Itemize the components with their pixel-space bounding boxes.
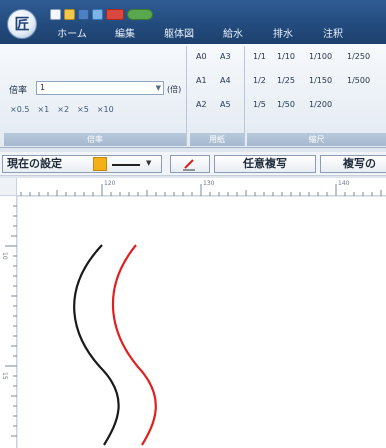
chevron-down-icon[interactable]: ▼ xyxy=(146,159,152,167)
scale-unit: (倍) xyxy=(167,85,182,94)
scale-group-caption: 倍率 xyxy=(4,133,186,146)
ruler-corner xyxy=(0,178,17,196)
scale-combobox[interactable]: 1 ▼ xyxy=(36,81,164,95)
scale-step-button[interactable]: ×0.5 xyxy=(10,105,30,114)
paper-group-caption: 用紙 xyxy=(190,133,244,146)
line-style-sample xyxy=(112,164,140,166)
redo-icon[interactable] xyxy=(127,8,153,20)
pitch-button[interactable]: 1/1 xyxy=(253,52,266,61)
ruler-vertical: 10 15 xyxy=(0,196,17,448)
pitch-button[interactable]: 1/200 xyxy=(309,100,333,109)
new-document-icon[interactable] xyxy=(50,8,61,20)
pitch-button[interactable]: 1/2 xyxy=(253,76,266,85)
pitch-button[interactable]: 1/5 xyxy=(253,100,266,109)
copy-of-label: 複写の xyxy=(343,157,376,170)
chevron-down-icon[interactable]: ▼ xyxy=(155,84,161,92)
save-icon[interactable] xyxy=(78,8,89,20)
paper-a2-button[interactable]: A2 xyxy=(196,100,207,109)
ruler-number: 130 xyxy=(203,180,215,187)
paper-a3-button[interactable]: A3 xyxy=(220,52,231,61)
scale-value: 1 xyxy=(40,83,46,92)
tab-structure[interactable]: 躯体図 xyxy=(164,29,194,40)
pitch-group-caption: 縮尺 xyxy=(247,133,386,146)
scale-step-button[interactable]: ×2 xyxy=(57,105,70,114)
pen-icon xyxy=(183,159,195,171)
drawing-toolbar: 現在の設定 ▼ 任意複写 複写の xyxy=(0,152,386,176)
ruler-number: 10 xyxy=(1,252,8,260)
paper-a1-button[interactable]: A1 xyxy=(196,76,207,85)
color-swatch[interactable] xyxy=(93,157,107,171)
ruler-vertical-ticks xyxy=(5,205,17,437)
ruler-number: 15 xyxy=(1,372,8,380)
scale-label: 倍率 xyxy=(9,86,28,96)
pitch-button[interactable]: 1/100 xyxy=(309,52,333,61)
scale-group: 倍率 1 ▼ (倍) ×0.5 ×1 ×2 ×5 ×10 倍率 xyxy=(4,46,187,146)
paper-a5-button[interactable]: A5 xyxy=(220,100,231,109)
ruler-number: 140 xyxy=(338,180,350,187)
tab-annotation[interactable]: 注釈 xyxy=(323,29,343,40)
arbitrary-copy-button[interactable]: 任意複写 xyxy=(214,155,316,173)
title-bar: 匠 ホーム 編集 躯体図 給水 排水 注釈 xyxy=(0,0,386,44)
scale-step-button[interactable]: ×10 xyxy=(96,105,114,114)
scale-step-button[interactable]: ×1 xyxy=(37,105,50,114)
pen-button[interactable] xyxy=(170,155,210,173)
ribbon-panel: 倍率 1 ▼ (倍) ×0.5 ×1 ×2 ×5 ×10 倍率 A0 A3 A1… xyxy=(0,44,386,148)
pitch-button[interactable]: 1/25 xyxy=(277,76,295,85)
red-curve[interactable] xyxy=(111,244,157,446)
ruler-horizontal: 120 130 140 xyxy=(17,178,386,196)
black-curve[interactable] xyxy=(73,244,120,446)
paper-group: A0 A3 A1 A4 A2 A5 用紙 xyxy=(190,46,245,146)
app-logo-icon[interactable]: 匠 xyxy=(7,9,37,39)
tab-drainage[interactable]: 排水 xyxy=(273,29,293,40)
pitch-button[interactable]: 1/500 xyxy=(347,76,371,85)
current-setting-label: 現在の設定 xyxy=(7,157,62,170)
drawing-canvas[interactable] xyxy=(18,197,386,448)
grid-icon[interactable] xyxy=(92,8,103,20)
open-folder-icon[interactable] xyxy=(64,8,75,20)
ruler-horizontal-ticks xyxy=(20,184,382,196)
paper-a4-button[interactable]: A4 xyxy=(220,76,231,85)
arbitrary-copy-label: 任意複写 xyxy=(243,157,287,170)
ruler-number: 120 xyxy=(104,180,116,187)
scale-step-button[interactable]: ×5 xyxy=(77,105,89,114)
tab-water-supply[interactable]: 給水 xyxy=(223,29,243,40)
quick-access-toolbar xyxy=(50,6,153,22)
pitch-button[interactable]: 1/150 xyxy=(309,76,333,85)
tab-edit[interactable]: 編集 xyxy=(115,29,135,40)
tab-home[interactable]: ホーム xyxy=(57,29,87,40)
pitch-button[interactable]: 1/250 xyxy=(347,52,371,61)
paper-a0-button[interactable]: A0 xyxy=(196,52,207,61)
pitch-button[interactable]: 1/10 xyxy=(277,52,295,61)
undo-icon[interactable] xyxy=(106,8,124,20)
scale-steps: ×0.5 ×1 ×2 ×5 ×10 xyxy=(8,104,116,115)
ribbon-tabs: ホーム 編集 躯体図 給水 排水 注釈 xyxy=(44,25,386,44)
pitch-button[interactable]: 1/50 xyxy=(277,100,295,109)
copy-of-button[interactable]: 複写の xyxy=(320,155,386,173)
drawing-area xyxy=(73,244,157,446)
current-setting-dropdown[interactable]: 現在の設定 xyxy=(2,155,162,173)
pitch-group: 1/1 1/10 1/100 1/250 1/2 1/25 1/150 1/50… xyxy=(247,46,386,146)
